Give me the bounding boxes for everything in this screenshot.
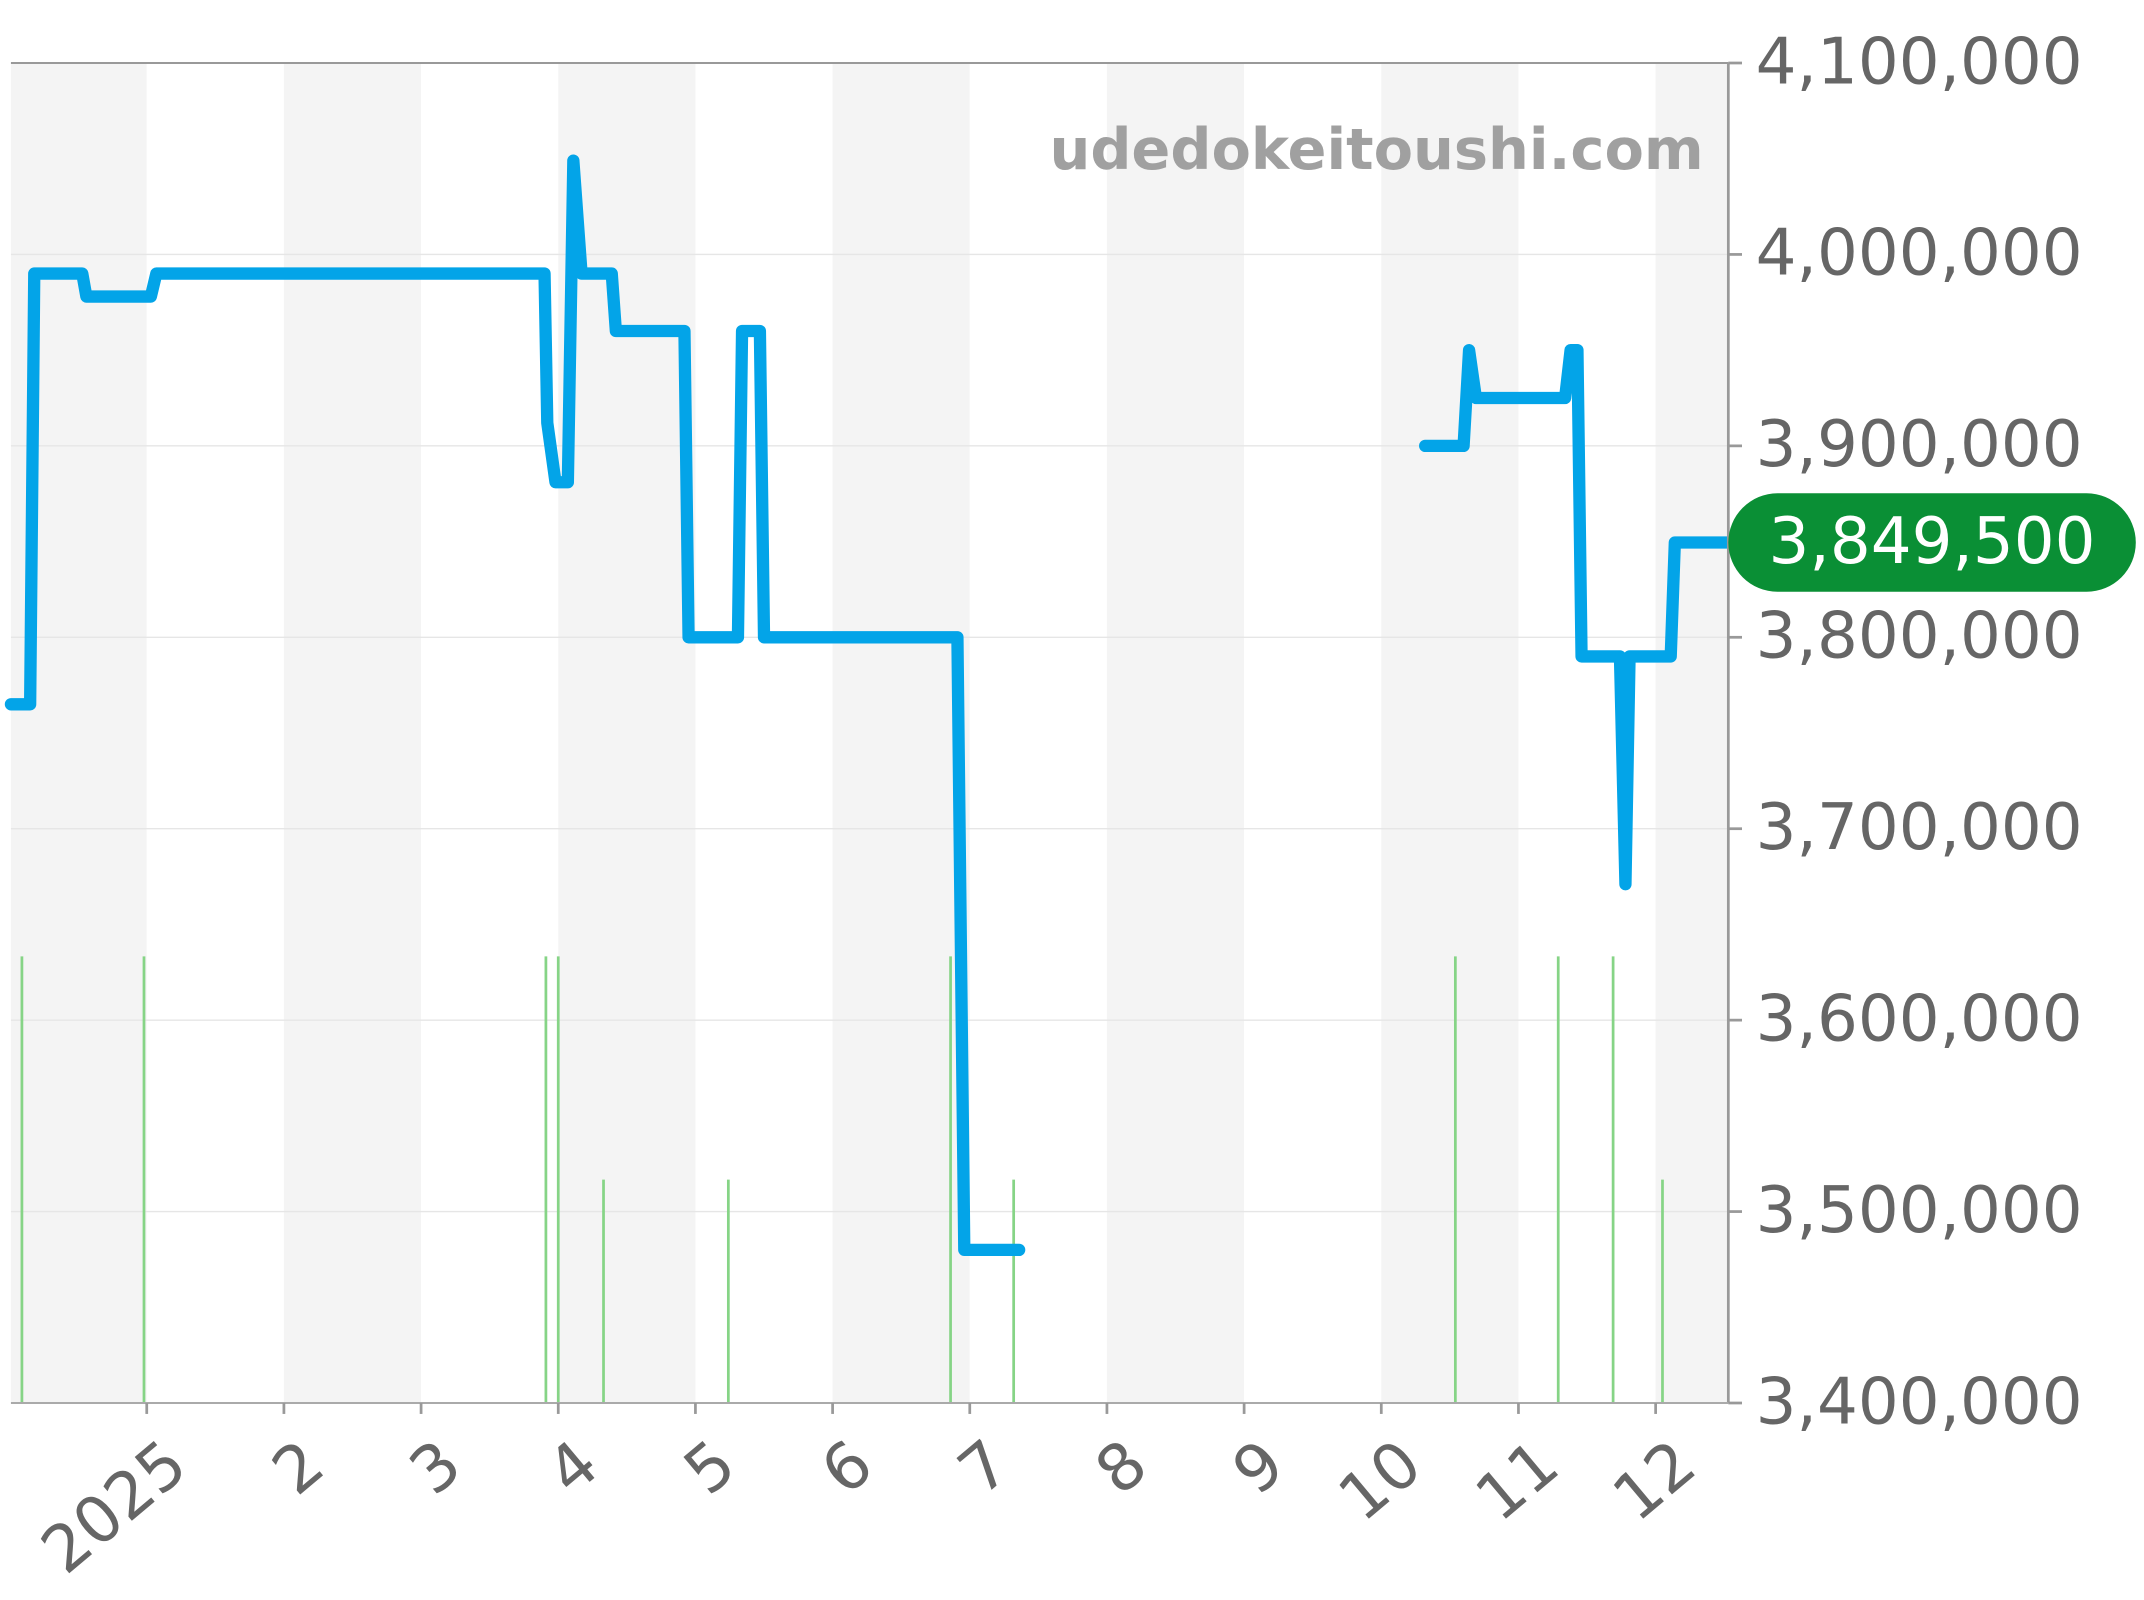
- y-tick-label: 3,500,000: [1756, 1173, 2083, 1248]
- x-tick-label: 12: [1599, 1426, 1710, 1536]
- y-tick-label: 3,800,000: [1756, 599, 2083, 674]
- band: [283, 63, 422, 1403]
- y-tick-label: 3,400,000: [1756, 1364, 2083, 1439]
- band: [695, 63, 833, 1403]
- price-line: [1419, 343, 1735, 891]
- band: [1655, 63, 1729, 1403]
- x-tick-label: 5: [670, 1426, 750, 1510]
- x-tick-label: 7: [945, 1426, 1025, 1510]
- y-tick-label: 3,900,000: [1756, 407, 2083, 482]
- band: [10, 63, 147, 1403]
- lines: [4, 154, 1735, 1257]
- last-value-badge: [1728, 493, 2136, 592]
- y-tick-label: 4,100,000: [1756, 24, 2083, 99]
- y-tick-label: 4,000,000: [1756, 216, 2083, 291]
- x-tick-label: 8: [1082, 1426, 1162, 1510]
- bands: [10, 63, 1729, 1403]
- band: [969, 63, 1107, 1403]
- y-tick-label: 3,700,000: [1756, 790, 2083, 865]
- x-tick-label: 10: [1325, 1426, 1436, 1536]
- band: [421, 63, 559, 1403]
- x-tick-label: 2025: [28, 1426, 201, 1589]
- x-tick-label: 6: [807, 1426, 887, 1510]
- band: [832, 63, 970, 1403]
- band: [558, 63, 696, 1403]
- x-tick-label: 4: [533, 1426, 613, 1510]
- volume: [20, 956, 1664, 1403]
- watermark: udedokeitoushi.com: [1049, 116, 1703, 183]
- band: [1244, 63, 1382, 1403]
- price-line: [4, 154, 1026, 1257]
- band: [1106, 63, 1245, 1403]
- band: [1518, 63, 1656, 1403]
- band: [146, 63, 284, 1403]
- x-tick-label: 2: [259, 1426, 339, 1510]
- x-tick-label: 9: [1219, 1426, 1299, 1510]
- x-tick-label: 11: [1462, 1426, 1573, 1536]
- x-tick-label: 3: [396, 1426, 476, 1510]
- last-value-label: 3,849,500: [1769, 504, 2096, 579]
- y-tick-label: 3,600,000: [1756, 981, 2083, 1056]
- band: [1381, 63, 1519, 1403]
